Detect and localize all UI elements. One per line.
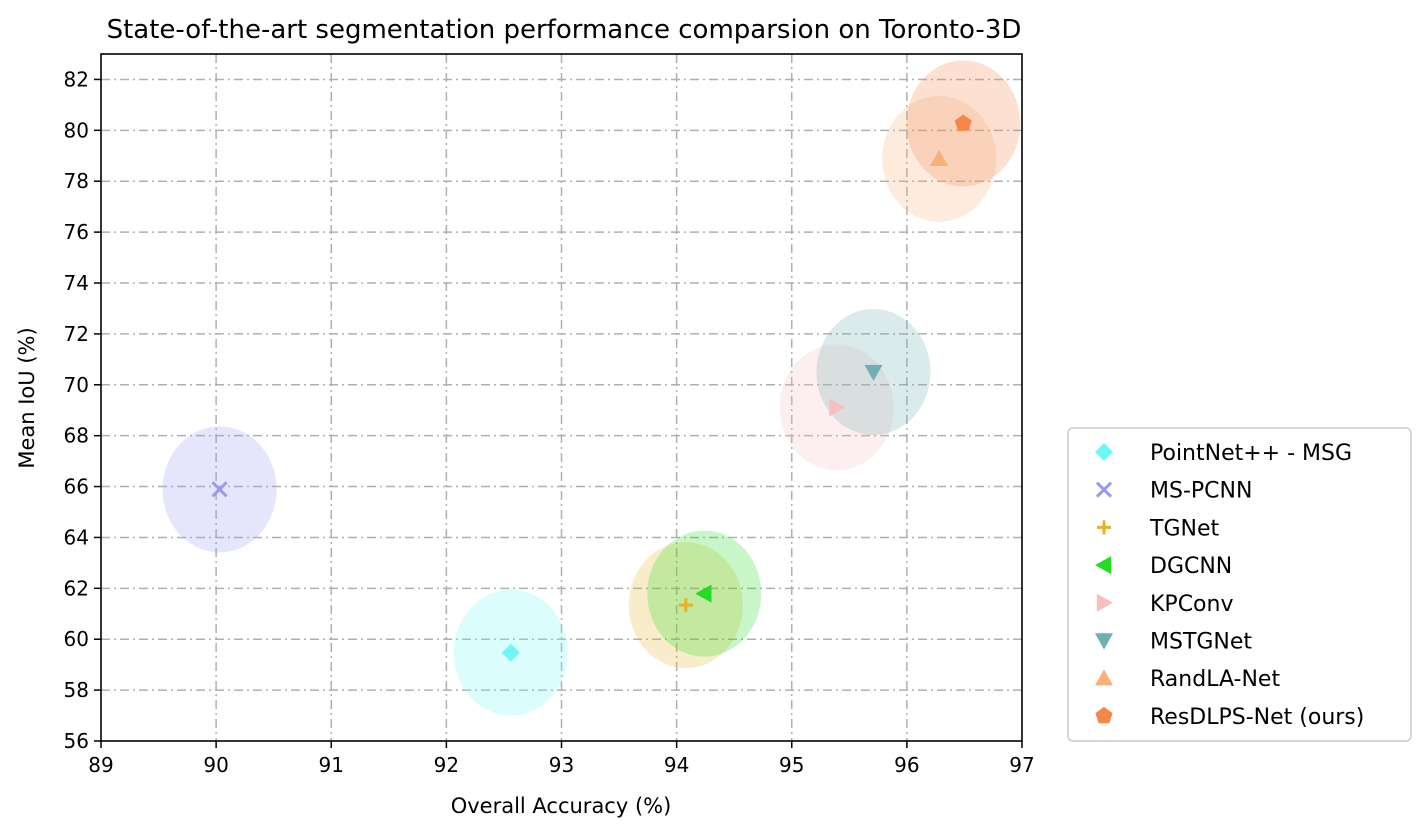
y-tick-label: 78 (64, 169, 89, 193)
data-point (678, 598, 693, 613)
legend-marker (1095, 706, 1113, 724)
legend-label: TGNet (1149, 516, 1219, 541)
legend-label: PointNet++ - MSG (1150, 441, 1352, 466)
x-tick-label: 94 (664, 753, 689, 777)
legend-marker (1097, 520, 1111, 535)
x-tick-label: 91 (319, 753, 344, 777)
x-tick-label: 97 (1009, 753, 1034, 777)
chart-title: State-of-the-art segmentation performanc… (107, 15, 1022, 45)
y-tick-label: 80 (64, 118, 89, 142)
legend: PointNet++ - MSG MS-PCNN TGNet DGCNN KPConv M… (1067, 427, 1412, 742)
y-axis-label: Mean IoU (%) (15, 327, 39, 468)
data-point (211, 481, 228, 498)
y-tick-label: 66 (64, 475, 89, 499)
data-point (501, 643, 520, 662)
x-tick-label: 96 (894, 753, 919, 777)
legend-frame (1067, 427, 1412, 742)
data-point (930, 149, 949, 167)
data-point (829, 398, 846, 417)
legend-marker (1096, 593, 1113, 612)
x-tick-label: 95 (779, 753, 804, 777)
legend-label: DGCNN (1150, 554, 1232, 579)
data-point (695, 584, 712, 603)
x-tick-label: 90 (203, 753, 228, 777)
y-tick-label: 62 (64, 576, 89, 600)
x-tick-label: 93 (549, 753, 574, 777)
legend-label: KPConv (1150, 592, 1233, 617)
grid (101, 54, 1022, 741)
x-tick-label: 92 (434, 753, 459, 777)
y-tick-label: 82 (64, 67, 89, 91)
legend-marker (1095, 443, 1113, 461)
legend-label: RandLA-Net (1150, 667, 1280, 692)
x-axis-label: Overall Accuracy (%) (451, 794, 672, 818)
legend-marker (1095, 669, 1113, 686)
y-tick-label: 70 (64, 373, 89, 397)
legend-marker (1095, 633, 1113, 650)
y-tick-label: 60 (64, 627, 89, 651)
y-tick-label: 64 (64, 525, 89, 549)
y-tick-label: 72 (64, 322, 89, 346)
y-tick-label: 68 (64, 424, 89, 448)
y-tick-label: 74 (64, 271, 89, 295)
legend-marker (1095, 481, 1113, 498)
x-axis-ticks: 89 90 91 92 93 94 95 96 97 (88, 741, 1035, 777)
y-tick-label: 76 (64, 220, 89, 244)
legend-label: ResDLPS-Net (ours) (1150, 705, 1364, 730)
x-tick-label: 89 (88, 753, 113, 777)
y-axis-ticks: 56 58 60 62 64 66 68 70 72 74 76 78 80 82 (64, 67, 101, 753)
legend-marker (1095, 556, 1112, 575)
data-points (211, 114, 972, 662)
y-tick-label: 58 (64, 678, 89, 702)
data-point (954, 114, 972, 131)
legend-label: MSTGNet (1150, 630, 1252, 655)
legend-label: MS-PCNN (1150, 479, 1252, 504)
y-tick-label: 56 (64, 729, 89, 753)
data-point (864, 364, 883, 382)
bubbles (162, 60, 1021, 716)
